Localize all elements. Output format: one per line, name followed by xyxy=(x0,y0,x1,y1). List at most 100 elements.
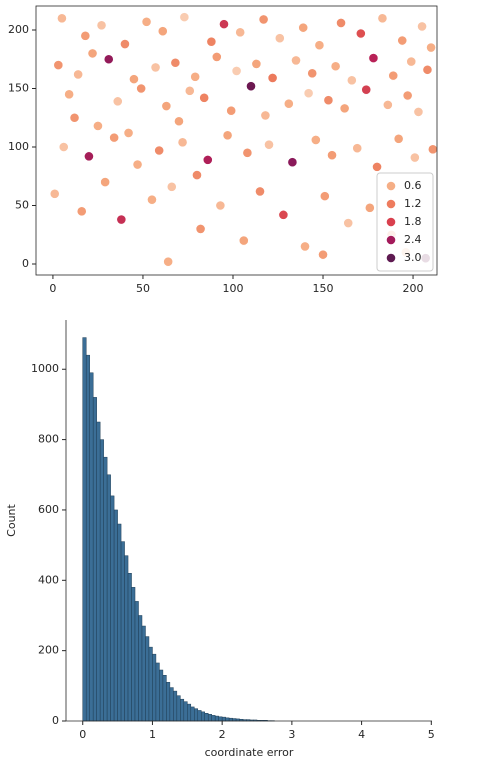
point xyxy=(116,214,127,225)
legend-label: 2.4 xyxy=(404,233,422,246)
point xyxy=(69,112,80,123)
point xyxy=(278,209,289,220)
point xyxy=(303,88,314,99)
point xyxy=(319,191,330,202)
x-tick-label: 150 xyxy=(313,282,334,295)
y-axis-label: Count xyxy=(5,503,18,536)
bar xyxy=(152,653,157,722)
y-tick-label: 0 xyxy=(52,714,59,727)
point xyxy=(166,181,177,192)
point xyxy=(96,20,107,31)
bar xyxy=(204,713,209,722)
x-tick-label: 0 xyxy=(49,282,56,295)
point xyxy=(192,170,202,180)
point xyxy=(327,150,337,161)
point xyxy=(307,68,318,79)
point xyxy=(291,55,301,66)
bar xyxy=(225,717,230,722)
point xyxy=(231,66,242,76)
point xyxy=(76,206,87,217)
point xyxy=(242,147,253,158)
y-tick-label: 200 xyxy=(8,23,29,36)
legend-label: 1.8 xyxy=(404,215,422,228)
point xyxy=(235,27,246,38)
point xyxy=(346,75,357,86)
point xyxy=(170,57,181,68)
point xyxy=(352,143,363,154)
point xyxy=(361,84,372,95)
y-tick-label: 50 xyxy=(15,198,29,211)
point xyxy=(211,51,222,62)
point xyxy=(53,60,64,70)
bar xyxy=(113,509,118,722)
point xyxy=(426,42,436,53)
bar xyxy=(180,698,185,722)
point xyxy=(100,177,111,187)
point xyxy=(409,152,420,163)
y-tick-label: 800 xyxy=(38,433,59,446)
point xyxy=(397,35,408,46)
bar xyxy=(173,690,178,722)
bar xyxy=(187,703,192,722)
point xyxy=(120,39,130,49)
point xyxy=(226,105,237,116)
legend-marker xyxy=(386,199,396,209)
point xyxy=(318,249,328,260)
point xyxy=(393,133,404,144)
bar xyxy=(176,695,181,722)
point xyxy=(206,36,217,47)
axes-frame xyxy=(35,5,438,276)
point xyxy=(402,90,413,101)
bar xyxy=(96,421,101,722)
bar xyxy=(148,646,153,722)
point xyxy=(413,106,424,117)
point xyxy=(123,128,134,138)
point xyxy=(129,74,139,85)
point xyxy=(103,54,114,65)
point xyxy=(343,218,354,228)
bar xyxy=(117,523,122,722)
y-tick-label: 400 xyxy=(38,573,59,586)
bar xyxy=(211,715,216,722)
bar xyxy=(120,541,125,722)
point xyxy=(260,110,271,121)
point xyxy=(283,98,294,109)
legend-marker xyxy=(386,217,396,227)
point xyxy=(73,69,84,80)
point xyxy=(336,18,346,28)
point xyxy=(154,145,165,156)
point xyxy=(161,101,172,111)
x-tick-label: 2 xyxy=(219,728,226,741)
point xyxy=(184,85,195,96)
point xyxy=(427,144,437,155)
point xyxy=(202,154,213,165)
legend-marker xyxy=(386,253,396,263)
point xyxy=(199,92,210,103)
y-tick-label: 600 xyxy=(38,503,59,516)
bar xyxy=(169,687,174,722)
legend-marker xyxy=(386,235,396,245)
point xyxy=(87,48,98,59)
point xyxy=(222,130,233,141)
bar xyxy=(162,675,167,722)
point xyxy=(355,28,366,39)
y-tick-label: 200 xyxy=(38,644,59,657)
point xyxy=(388,70,399,81)
x-tick-label: 5 xyxy=(428,728,435,741)
bar xyxy=(131,587,136,722)
point xyxy=(147,194,157,205)
point xyxy=(141,16,152,27)
point xyxy=(422,64,433,75)
bar xyxy=(134,601,139,722)
bar xyxy=(159,669,164,722)
point xyxy=(364,202,375,213)
x-axis-label: coordinate error xyxy=(205,746,294,759)
bar xyxy=(218,716,223,722)
legend-marker xyxy=(386,181,396,191)
legend: 0.6 1.2 1.8 2.4 3.0 xyxy=(376,172,434,272)
point xyxy=(157,26,168,37)
point xyxy=(323,95,334,106)
point xyxy=(330,61,341,72)
point xyxy=(368,53,379,63)
point xyxy=(314,40,325,51)
